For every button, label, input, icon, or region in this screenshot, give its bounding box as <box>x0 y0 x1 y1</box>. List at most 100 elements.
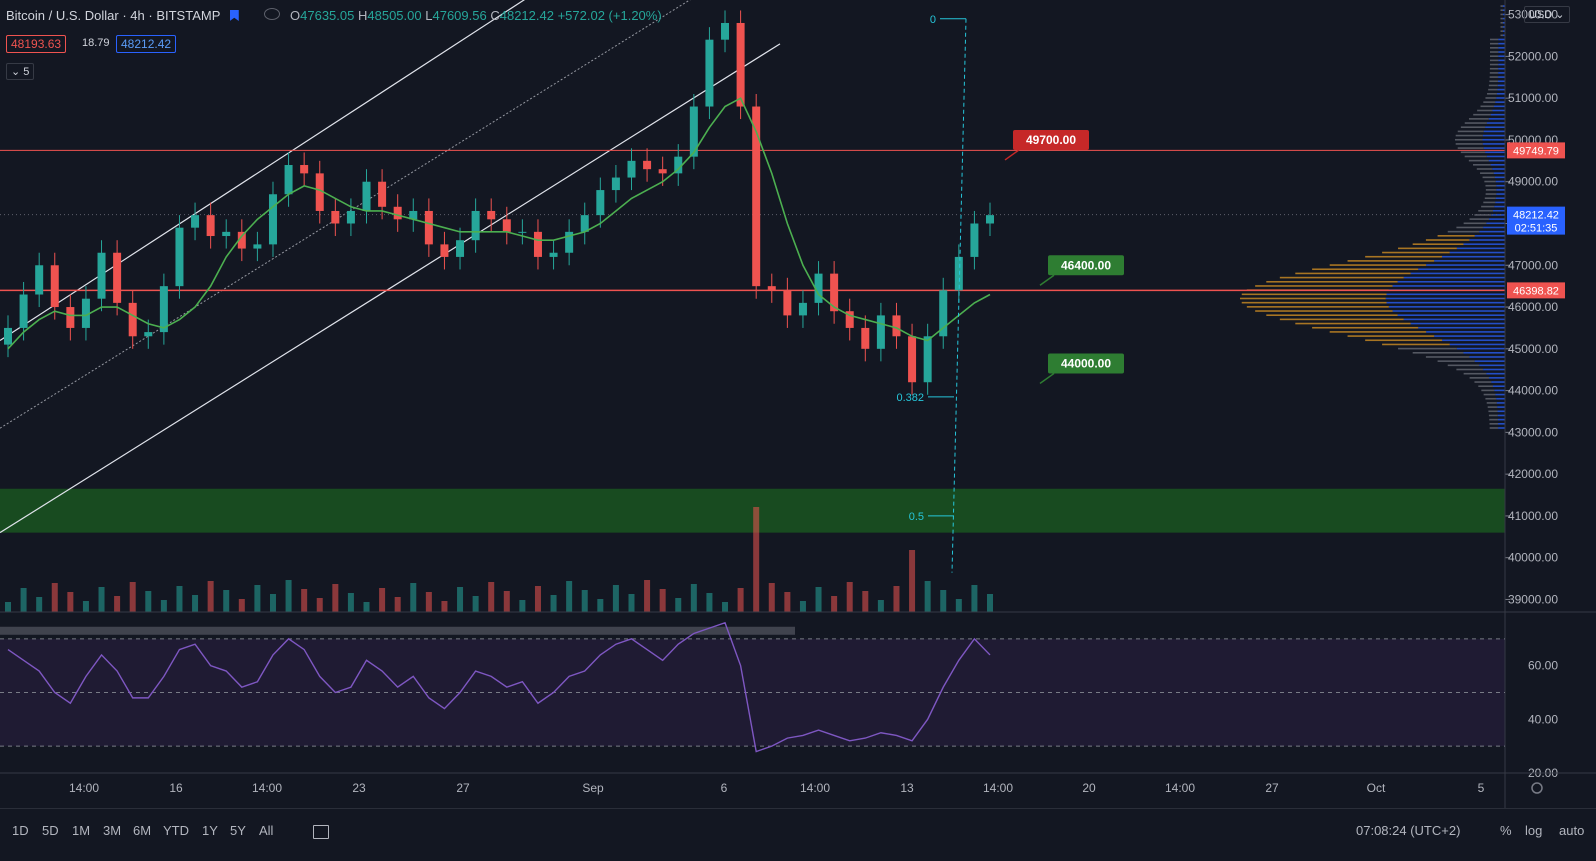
volume-profile-bar <box>1449 251 1505 254</box>
y-tick-label: 46000.00 <box>1508 300 1558 314</box>
candle-body <box>315 173 324 211</box>
volume-bar <box>675 598 682 612</box>
candle-body <box>658 169 667 174</box>
eye-icon[interactable] <box>264 8 281 20</box>
volume-profile-bar <box>1279 276 1404 279</box>
volume-profile-bar <box>1497 410 1505 413</box>
annotation-box <box>1048 353 1124 374</box>
volume-bar <box>831 596 838 612</box>
y-tick-label: 47000.00 <box>1508 258 1558 272</box>
volume-profile-bar <box>1241 301 1387 304</box>
volume-bar <box>566 581 573 612</box>
timeframe-ytd[interactable]: YTD <box>163 823 189 838</box>
candle-body <box>393 206 402 220</box>
scale-log[interactable]: log <box>1525 823 1543 838</box>
volume-profile-bar <box>1295 322 1411 325</box>
volume-bar <box>519 600 526 612</box>
candle-body <box>767 286 776 291</box>
level-price-tag: 46398.82 <box>1513 285 1559 297</box>
candle-body <box>970 223 979 257</box>
volume-profile-bar <box>1486 402 1497 404</box>
volume-profile-bar <box>1437 360 1475 362</box>
volume-profile-bar <box>1497 88 1505 91</box>
scale-percent[interactable]: % <box>1500 823 1512 838</box>
calendar-range-icon[interactable] <box>313 825 329 839</box>
candle-body <box>627 160 636 178</box>
volume-profile-bar <box>1489 377 1505 379</box>
volume-profile-bar <box>1502 13 1505 16</box>
volume-profile-bar <box>1385 297 1505 300</box>
candle-body <box>954 256 963 291</box>
volume-profile-bar <box>1500 5 1503 7</box>
candle-body <box>97 252 106 299</box>
timeframe-5d[interactable]: 5D <box>42 823 59 838</box>
interval[interactable]: 4h <box>130 8 145 23</box>
scale-auto[interactable]: auto <box>1559 823 1585 838</box>
current-price-tag-countdown: 02:51:35 <box>1515 223 1558 235</box>
candle-body <box>66 307 75 328</box>
level-price-tag-bg <box>1507 142 1565 159</box>
clock[interactable]: 07:08:24 (UTC+2) <box>1356 823 1461 838</box>
volume-profile-bar <box>1447 364 1480 367</box>
volume-profile-bar <box>1442 339 1505 342</box>
timeframe-1y[interactable]: 1Y <box>202 823 218 838</box>
volume-profile-bar <box>1500 17 1503 20</box>
timeframe-all[interactable]: All <box>259 823 274 838</box>
volume-bar <box>67 592 74 612</box>
volume-profile-bar <box>1474 360 1505 362</box>
volume-profile-bar <box>1497 84 1505 87</box>
volume-profile-bar <box>1410 272 1505 275</box>
volume-profile-bar <box>1442 255 1505 258</box>
volume-bar <box>207 581 214 612</box>
volume-profile-bar <box>1425 239 1470 241</box>
volume-bar <box>581 590 588 612</box>
bid-price[interactable]: 48193.63 <box>6 35 67 53</box>
timeframe-5y[interactable]: 5Y <box>230 823 246 838</box>
timeframe-3m[interactable]: 3M <box>103 823 122 838</box>
symbol-title[interactable]: Bitcoin / U.S. Dollar <box>6 8 119 23</box>
volume-profile-bar <box>1434 335 1505 337</box>
volume-bar <box>846 582 853 612</box>
y-tick-label: 42000.00 <box>1508 467 1558 481</box>
y-tick-label: 43000.00 <box>1508 425 1558 439</box>
y-tick-label: 39000.00 <box>1508 592 1558 606</box>
ask-price[interactable]: 48212.42 <box>116 35 177 53</box>
indicators-toggle[interactable]: ⌄ 5 <box>6 63 35 80</box>
volume-profile-bar <box>1489 47 1499 49</box>
volume-profile-bar <box>1500 30 1503 32</box>
volume-profile-bar <box>1488 88 1498 91</box>
volume-profile-bar <box>1347 335 1435 337</box>
timeframe-6m[interactable]: 6M <box>133 823 152 838</box>
volume-bar <box>971 585 978 612</box>
interval-label[interactable]: · <box>122 8 131 23</box>
y-tick-label: 53000.00 <box>1508 8 1558 22</box>
fib-vertical-line <box>951 18 967 573</box>
volume-profile-bar <box>1498 72 1505 74</box>
volume-profile-bar <box>1410 322 1505 325</box>
candle-body <box>206 215 215 237</box>
volume-profile-bar <box>1496 97 1505 99</box>
volume-profile-bar <box>1329 264 1427 266</box>
candle-body <box>502 219 511 232</box>
volume-profile-bar <box>1295 272 1411 275</box>
price-chart[interactable]: 53000.0052000.0051000.0050000.0049000.00… <box>0 0 1596 808</box>
candle-body <box>237 231 246 249</box>
volume-profile-bar <box>1455 143 1483 145</box>
volume-profile-bar <box>1482 176 1495 179</box>
moving-average-line <box>7 97 991 350</box>
volume-bar <box>503 591 510 612</box>
timeframe-1d[interactable]: 1D <box>12 823 29 838</box>
currency-selector[interactable]: USD ⌄ <box>1524 6 1570 23</box>
x-tick-label: 14:00 <box>983 781 1013 795</box>
volume-profile-bar <box>1455 134 1483 137</box>
level-price-tag: 49749.79 <box>1513 145 1559 157</box>
volume-profile-bar <box>1241 293 1387 296</box>
volume-profile-bar <box>1486 222 1505 225</box>
timeframe-1m[interactable]: 1M <box>72 823 91 838</box>
volume-profile-bar <box>1474 381 1492 383</box>
settings-gear-icon[interactable] <box>1531 782 1543 794</box>
volume-profile-bar <box>1498 47 1505 49</box>
candle-body <box>456 240 465 257</box>
volume-profile-bar <box>1492 168 1505 170</box>
volume-profile-bar <box>1484 197 1496 200</box>
